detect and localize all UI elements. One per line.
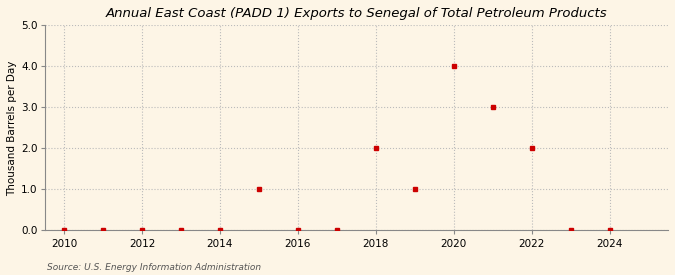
Text: Source: U.S. Energy Information Administration: Source: U.S. Energy Information Administ… — [47, 263, 261, 272]
Title: Annual East Coast (PADD 1) Exports to Senegal of Total Petroleum Products: Annual East Coast (PADD 1) Exports to Se… — [105, 7, 607, 20]
Y-axis label: Thousand Barrels per Day: Thousand Barrels per Day — [7, 60, 17, 196]
